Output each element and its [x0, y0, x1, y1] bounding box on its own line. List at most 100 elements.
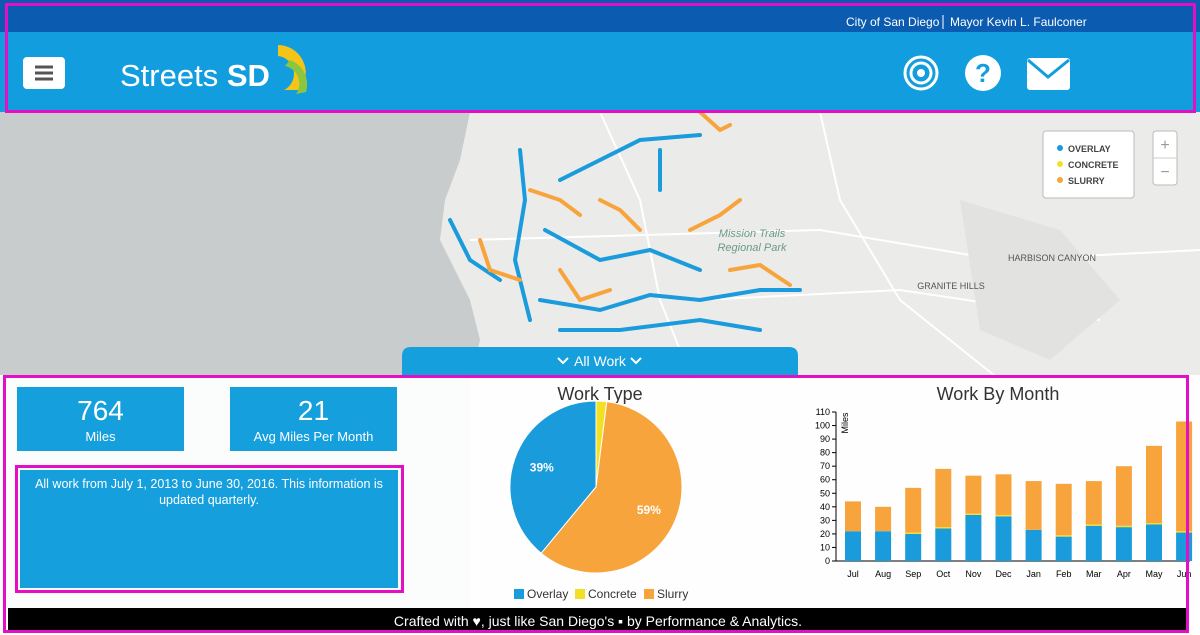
bar-segment [875, 531, 892, 561]
legend-label: SLURRY [1068, 176, 1105, 186]
bar-segment [1146, 445, 1162, 524]
legend-label: Concrete [588, 587, 637, 601]
x-tick-label: Mar [1086, 569, 1102, 579]
pie-slice [509, 400, 597, 554]
y-tick-label: 30 [820, 515, 830, 525]
bar-segment [905, 533, 922, 561]
x-tick-label: Nov [965, 569, 982, 579]
footer: Crafted with ♥, just like San Diego's ▪ … [8, 608, 1188, 630]
bar-segment [1085, 525, 1102, 561]
stat-label: Miles [85, 429, 116, 444]
work-lines [448, 110, 802, 332]
bar-segment [1025, 481, 1042, 530]
x-tick-label: Jan [1026, 569, 1041, 579]
stat-value: 21 [297, 395, 330, 426]
bar-segment [1055, 483, 1072, 536]
city-link[interactable]: City of San Diego [846, 15, 940, 29]
y-tick-label: 110 [816, 407, 830, 417]
y-tick-label: 10 [820, 542, 830, 552]
highlight [5, 3, 1196, 113]
y-tick-label: 60 [820, 475, 830, 485]
x-tick-label: Jul [847, 569, 859, 579]
footer-text[interactable]: by Performance & Analytics. [626, 613, 803, 629]
legend-label: CONCRETE [1068, 160, 1119, 170]
legend-dot [1057, 177, 1063, 183]
bar-segment [1025, 529, 1042, 561]
legend-label: Slurry [657, 587, 688, 601]
bar-segment [1115, 466, 1132, 526]
bar-segment [905, 487, 922, 533]
mail-icon[interactable] [1027, 58, 1070, 90]
chevrons [557, 357, 642, 365]
x-tick-label: May [1145, 569, 1163, 579]
bar-segment [1085, 481, 1102, 525]
legend-swatch [514, 589, 524, 599]
stat-box: 764 Miles [17, 387, 184, 451]
y-axis-label: Miles [840, 412, 850, 434]
highlight [3, 375, 1189, 633]
legend-swatch [644, 589, 654, 599]
zoom-out[interactable]: − [1160, 164, 1169, 181]
bar-segment [1055, 536, 1072, 561]
toggle-tab[interactable] [402, 347, 798, 375]
logo-text: Streets [120, 58, 219, 93]
y-tick-label: 90 [820, 434, 830, 444]
x-tick-label: Jun [1177, 569, 1192, 579]
bar-segment [935, 468, 952, 528]
map-legend [1042, 130, 1135, 199]
bar-segment [875, 506, 892, 532]
y-tick-label: 100 [815, 421, 830, 431]
logo-arc [285, 60, 308, 94]
chart-title: Work By Month [937, 384, 1060, 404]
pie-slice [540, 401, 683, 574]
bar-segment [995, 514, 1012, 517]
menu-icon [35, 65, 53, 81]
help-icon[interactable]: ? [965, 55, 1001, 91]
slice-label: 59% [637, 503, 661, 517]
stat-label: Avg Miles Per Month [253, 429, 374, 444]
stat-value: 764 [77, 395, 124, 426]
y-tick-label: 50 [820, 488, 830, 498]
legend-label: OVERLAY [1068, 144, 1111, 154]
legend-swatch [575, 589, 585, 599]
bar-segment [1055, 535, 1072, 537]
bar-segment [1146, 523, 1162, 525]
y-tick-label: 0 [825, 556, 830, 566]
stat-box: 21 Avg Miles Per Month [230, 387, 397, 451]
logo-text: SD [226, 58, 270, 93]
bar-segment [995, 516, 1012, 561]
legend-dot [1057, 161, 1063, 167]
chart-title: Work Type [557, 384, 642, 404]
x-tick-label: Apr [1117, 569, 1131, 579]
note: All work from July 1, 2013 to June 30, 2… [20, 470, 398, 588]
x-tick-label: Aug [875, 569, 891, 579]
footer-text: , just like San Diego's [480, 613, 615, 629]
zoom-in[interactable]: + [1160, 137, 1169, 154]
y-tick-label: 20 [820, 529, 830, 539]
bar-segment [965, 513, 982, 515]
bar-segment [935, 528, 952, 561]
x-tick-label: Sep [905, 569, 921, 579]
bar-segment [1146, 524, 1162, 561]
y-tick-label: 40 [820, 502, 830, 512]
map-label: Mission Trails [719, 228, 786, 240]
map-label: Regional Park [717, 242, 787, 254]
bar-segment [1115, 525, 1132, 528]
bar-segment [845, 501, 861, 532]
x-tick-label: Oct [936, 569, 951, 579]
mayor-link[interactable]: Mayor Kevin L. Faulconer [950, 15, 1087, 29]
bar-segment [935, 527, 952, 529]
map-label: GRANITE HILLS [917, 281, 985, 291]
bar-segment [1085, 524, 1102, 526]
logo[interactable]: Streets SD [120, 58, 270, 94]
svg-text:?: ? [975, 58, 991, 88]
bar-segment [1115, 527, 1132, 561]
y-tick-label: 80 [820, 448, 830, 458]
bar-segment [845, 531, 861, 561]
footer-text: Crafted with [393, 613, 469, 629]
map-label: HARBISON CANYON [1008, 253, 1096, 263]
x-tick-label: Feb [1056, 569, 1072, 579]
highlight [15, 465, 404, 593]
target-icon[interactable] [903, 55, 939, 91]
